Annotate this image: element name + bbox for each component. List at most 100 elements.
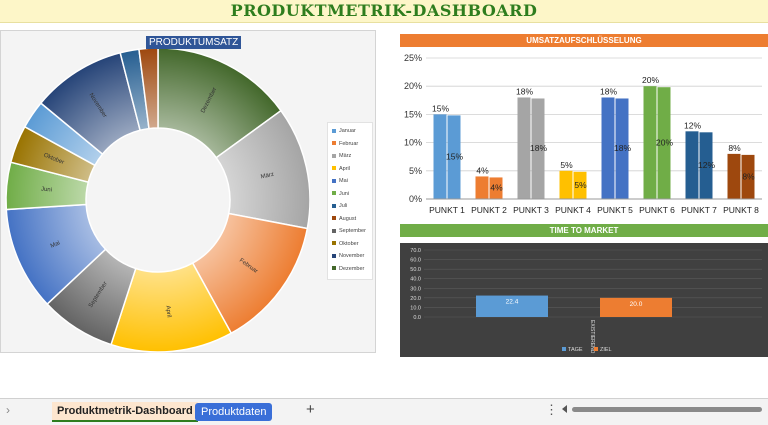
- legend-swatch: [332, 153, 336, 158]
- bar-punkt-3[interactable]: [517, 97, 531, 199]
- bar-punkt-4[interactable]: [559, 170, 573, 199]
- legend-swatch: [332, 141, 336, 146]
- legend-swatch: [332, 178, 336, 183]
- x-category-label: PUNKT 8: [723, 205, 759, 215]
- ttm-legend-swatch: [594, 347, 598, 351]
- bar-punkt-1[interactable]: [433, 114, 447, 199]
- ttm-data-label: 22.4: [506, 299, 519, 306]
- bar-punkt-6-secondary[interactable]: [657, 87, 671, 199]
- x-category-label: PUNKT 2: [471, 205, 507, 215]
- donut-slice-label: April: [164, 305, 171, 318]
- data-label: 5%: [560, 160, 573, 170]
- revenue-bar-chart[interactable]: 0% 5% 10% 15% 20% 25% 15% 15% PUNKT 1 4%4% PUNKT 2…: [400, 50, 768, 222]
- legend-label: Dezember: [339, 265, 365, 272]
- y-tick-label: 15%: [404, 109, 422, 119]
- legend-swatch: [332, 128, 336, 133]
- sheet-tabs-bar: › Produktmetrik-Dashboard Produktdaten +…: [0, 398, 768, 425]
- legend-item-juli: Juli: [332, 203, 347, 209]
- legend-swatch: [332, 228, 336, 233]
- donut-chart: DezemberMärzFebruarAprilSeptemberMaiJuni…: [5, 47, 310, 353]
- x-category-label: PUNKT 4: [555, 205, 591, 215]
- legend-label: August: [339, 215, 357, 222]
- bar-punkt-7-secondary[interactable]: [699, 132, 713, 199]
- legend-item-juni: Juni: [332, 191, 349, 197]
- data-label-inner: 18%: [530, 143, 547, 153]
- x-category-label: PUNKT 1: [429, 205, 465, 215]
- legend-item-september: September: [332, 228, 366, 234]
- legend-swatch: [332, 266, 336, 271]
- ttm-legend-label: TAGE: [568, 347, 583, 353]
- legend-label: November: [339, 253, 365, 259]
- y-tick-label: 25%: [404, 53, 422, 63]
- more-options-icon[interactable]: ⋮: [545, 402, 558, 417]
- bar-punkt-6[interactable]: [643, 86, 657, 199]
- legend-label: Juli: [339, 203, 348, 209]
- bar-punkt-5-secondary[interactable]: [615, 98, 629, 199]
- data-label: 20%: [642, 75, 659, 85]
- sheet-nav-icon[interactable]: ›: [6, 403, 10, 417]
- legend-item-april: April: [332, 166, 350, 172]
- bar-punkt-4-secondary[interactable]: [573, 171, 587, 199]
- legend-item-mai: Mai: [332, 178, 348, 184]
- legend-swatch: [332, 203, 336, 208]
- bar-punkt-2-secondary[interactable]: [489, 177, 503, 199]
- y-tick-label: 40.0: [410, 277, 421, 283]
- y-tick-label: 10.0: [410, 305, 421, 311]
- revenue-breakdown-header: UMSATZAUFSCHLÜSSELUNG: [400, 34, 768, 47]
- legend-label: Februar: [339, 140, 359, 147]
- y-tick-label: 0%: [409, 194, 422, 204]
- y-tick-label: 60.0: [410, 258, 421, 264]
- legend-label: April: [339, 165, 351, 172]
- data-label-inner: 4%: [490, 183, 503, 193]
- legend-swatch: [332, 216, 336, 221]
- ttm-legend-label: ZIEL: [600, 347, 612, 353]
- data-label: 18%: [600, 86, 617, 96]
- x-category-label: PUNKT 3: [513, 205, 549, 215]
- legend-label: Juni: [339, 190, 350, 197]
- data-label-inner: 12%: [698, 160, 715, 170]
- tab-produktmetrik-dashboard[interactable]: Produktmetrik-Dashboard: [52, 402, 198, 422]
- data-label-inner: 20%: [656, 138, 673, 148]
- time-to-market-panel[interactable]: [400, 243, 768, 357]
- legend-swatch: [332, 253, 336, 258]
- legend-item-januar: Januar: [332, 128, 356, 134]
- bar-punkt-1-secondary[interactable]: [447, 115, 461, 199]
- tab-produktdaten[interactable]: Produktdaten: [195, 403, 273, 421]
- y-tick-label: 30.0: [410, 286, 421, 292]
- y-tick-label: 10%: [404, 138, 422, 148]
- donut-slice-label: März: [260, 172, 274, 181]
- y-tick-label: 50.0: [410, 267, 421, 273]
- legend-swatch: [332, 191, 336, 196]
- bar-punkt-7[interactable]: [685, 131, 699, 199]
- ttm-bar-ziel[interactable]: [600, 297, 672, 317]
- bar-punkt-5[interactable]: [601, 97, 615, 199]
- data-label-inner: 8%: [742, 171, 755, 181]
- data-label: 18%: [516, 86, 533, 96]
- bar-punkt-8-secondary[interactable]: [741, 154, 755, 199]
- data-label: 12%: [684, 120, 701, 130]
- donut-chart-title: PRODUKTUMSATZ: [146, 36, 242, 49]
- add-sheet-button[interactable]: +: [306, 401, 315, 418]
- ttm-data-label: 20.0: [630, 301, 643, 308]
- donut-slice-label: Juni: [41, 187, 53, 194]
- x-category-label: PUNKT 5: [597, 205, 633, 215]
- dashboard-title: PRODUKTMETRIK-DASHBOARD: [230, 1, 538, 20]
- horizontal-scrollbar[interactable]: [572, 407, 762, 412]
- legend-item-maerz: März: [332, 153, 351, 159]
- bar-punkt-8[interactable]: [727, 153, 741, 199]
- donut-slice-label: Mai: [50, 240, 61, 249]
- ttm-legend-swatch: [562, 347, 566, 351]
- legend-swatch: [332, 241, 336, 246]
- x-category-label: PUNKT 6: [639, 205, 675, 215]
- y-tick-label: 20%: [404, 81, 422, 91]
- y-tick-label: 0.0: [413, 315, 421, 321]
- ttm-bar-tage[interactable]: [476, 295, 548, 317]
- bar-punkt-2[interactable]: [475, 176, 489, 199]
- data-label-inner: 15%: [446, 152, 463, 162]
- legend-item-februar: Februar: [332, 141, 358, 147]
- time-to-market-header: TIME TO MARKET: [400, 224, 768, 237]
- scroll-left-icon[interactable]: [562, 405, 567, 413]
- legend-item-oktober: Oktober: [332, 241, 359, 247]
- bar-punkt-3-secondary[interactable]: [531, 98, 545, 199]
- legend-item-dezember: Dezember: [332, 266, 364, 272]
